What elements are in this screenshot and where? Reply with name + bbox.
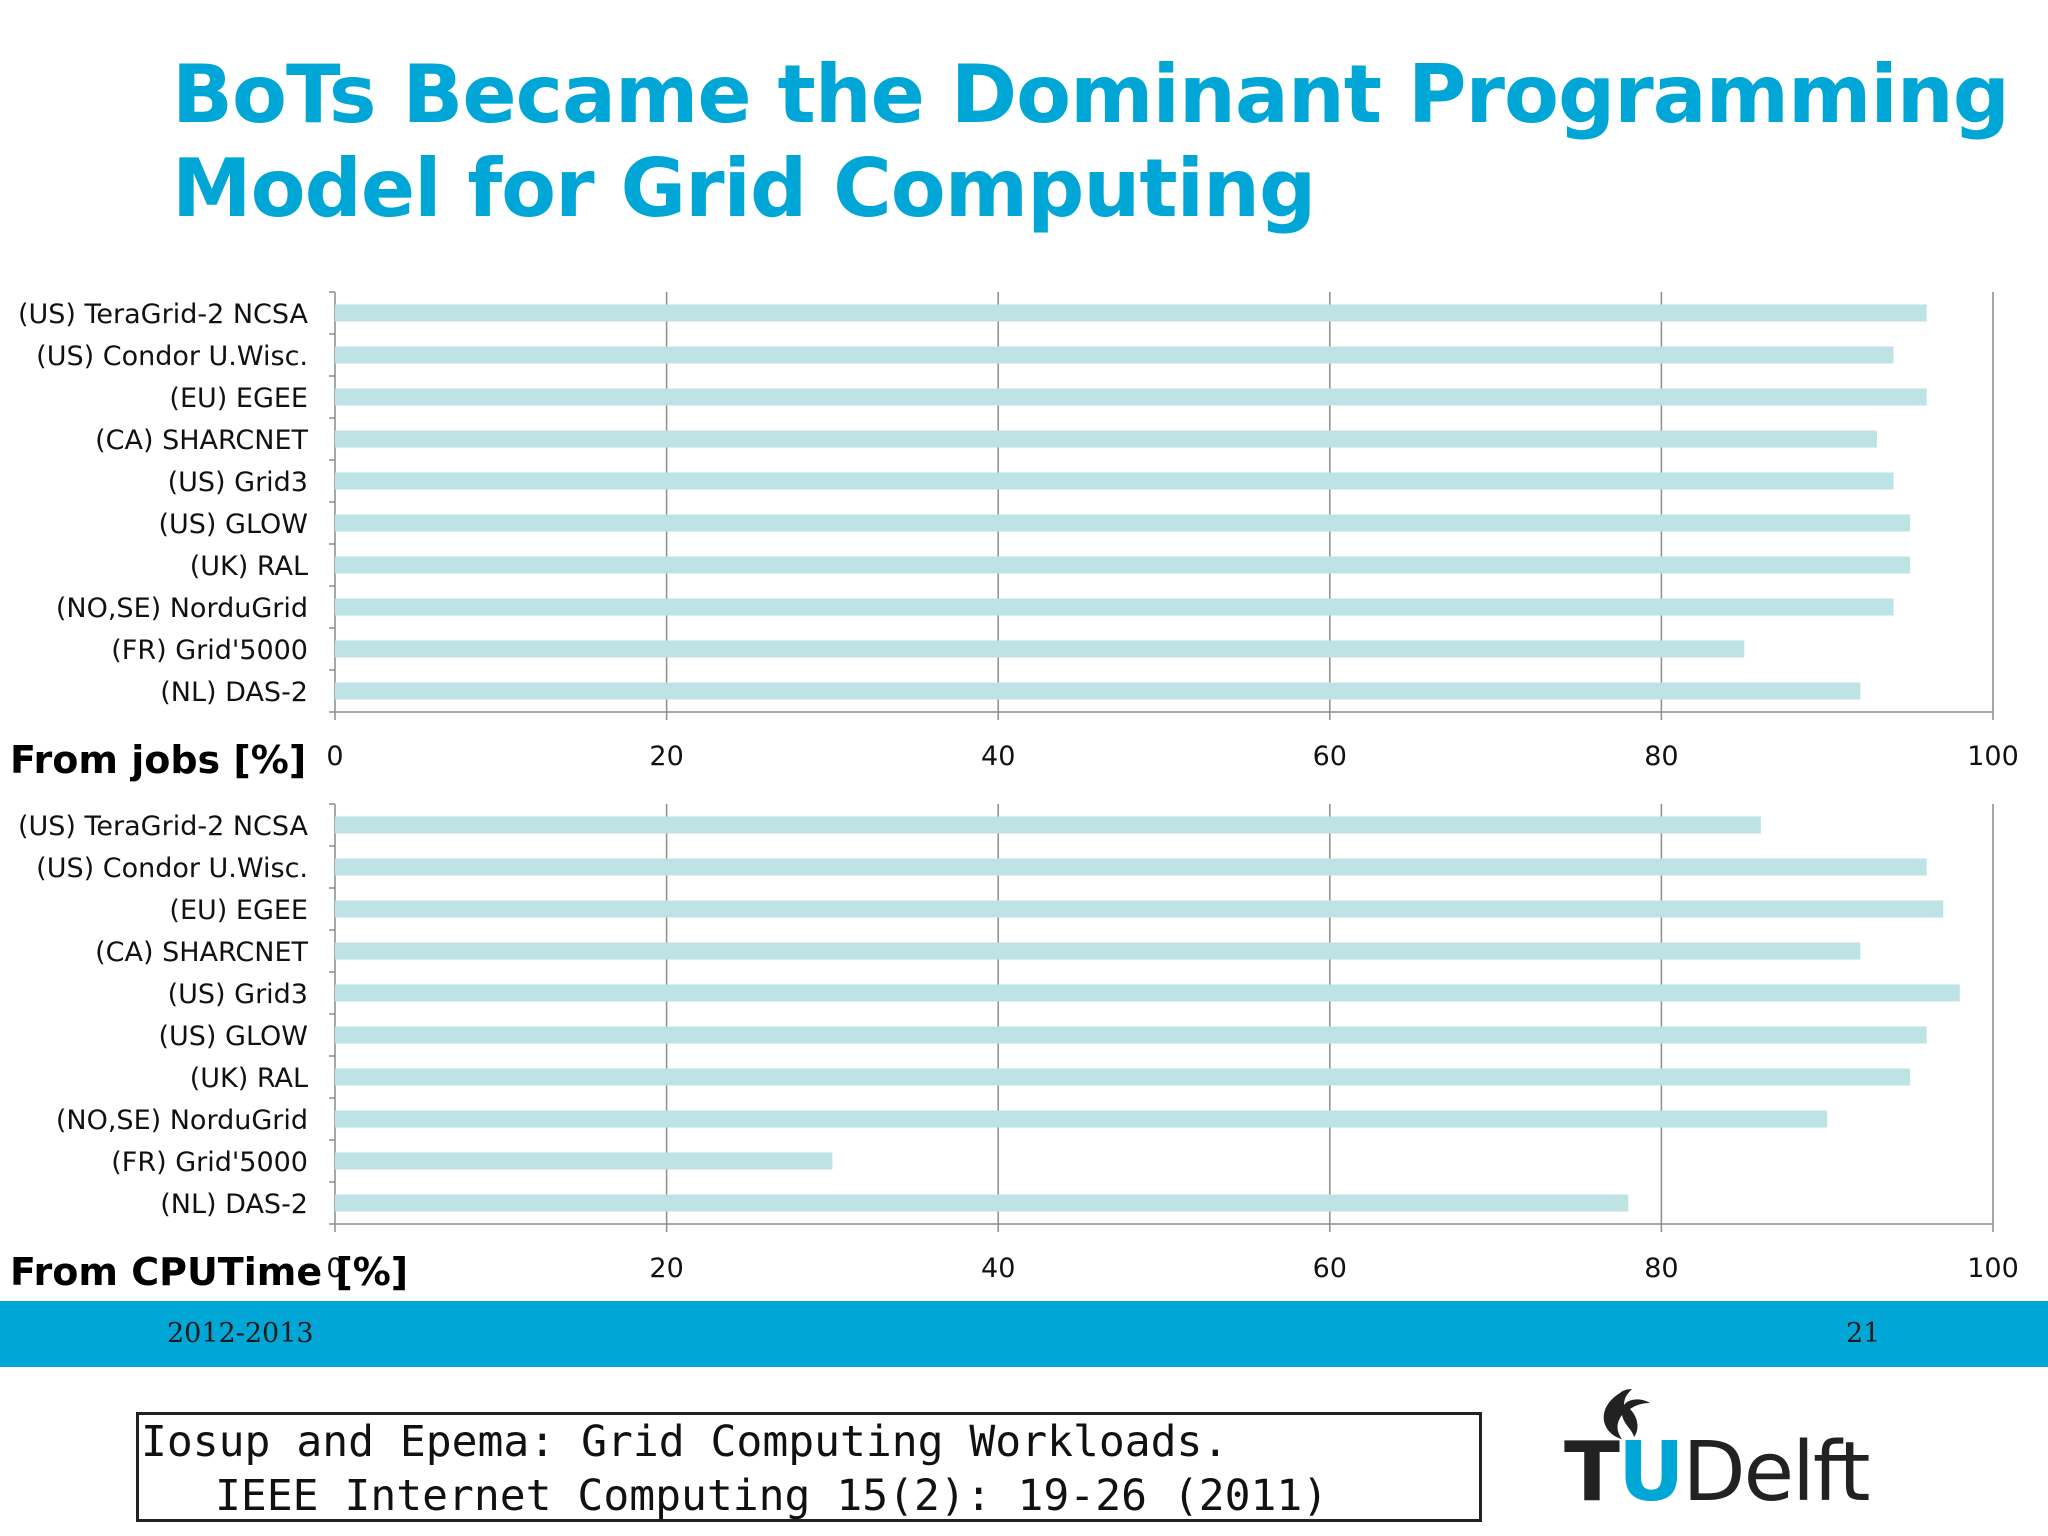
category-label-jobs-4: (US) Grid3 bbox=[168, 467, 308, 498]
x-tick-label-cputime-60: 60 bbox=[1313, 1253, 1347, 1284]
category-label-cputime-6: (UK) RAL bbox=[190, 1063, 308, 1094]
category-label-jobs-8: (FR) Grid'5000 bbox=[111, 635, 308, 666]
citation-line-2: IEEE Internet Computing 15(2): 19-26 (20… bbox=[215, 1471, 1329, 1521]
bar-jobs-6 bbox=[335, 556, 1911, 574]
tu-delft-logo: TUDelft bbox=[1560, 1385, 1890, 1520]
category-label-jobs-1: (US) Condor U.Wisc. bbox=[36, 341, 308, 372]
chart-jobs: 0 20 40 60 80 100 (US) TeraGrid-2 NCSA (US) Con… bbox=[18, 291, 2019, 772]
category-label-jobs-3: (CA) SHARCNET bbox=[95, 425, 308, 456]
bar-jobs-0 bbox=[335, 304, 1927, 322]
category-label-jobs-6: (UK) RAL bbox=[190, 551, 308, 582]
category-label-jobs-0: (US) TeraGrid-2 NCSA bbox=[18, 299, 309, 330]
logo-wordmark: TUDelft bbox=[1564, 1425, 1871, 1520]
bar-cputime-2 bbox=[335, 900, 1944, 918]
x-tick-label-jobs-80: 80 bbox=[1644, 741, 1678, 772]
bar-cputime-0 bbox=[335, 816, 1761, 834]
logo-letter-u: U bbox=[1617, 1425, 1685, 1520]
category-label-cputime-9: (NL) DAS-2 bbox=[160, 1189, 308, 1220]
category-label-jobs-5: (US) GLOW bbox=[158, 509, 308, 540]
citation-line-1: Iosup and Epema: Grid Computing Workload… bbox=[141, 1417, 1229, 1467]
bar-cputime-8 bbox=[335, 1152, 833, 1170]
category-label-cputime-4: (US) Grid3 bbox=[168, 979, 308, 1010]
category-label-cputime-0: (US) TeraGrid-2 NCSA bbox=[18, 811, 309, 842]
bar-cputime-1 bbox=[335, 858, 1927, 876]
category-label-cputime-8: (FR) Grid'5000 bbox=[111, 1147, 308, 1178]
citation-box: Iosup and Epema: Grid Computing Workload… bbox=[136, 1412, 1482, 1522]
category-label-cputime-3: (CA) SHARCNET bbox=[95, 937, 308, 968]
category-label-jobs-9: (NL) DAS-2 bbox=[160, 677, 308, 708]
x-tick-label-jobs-20: 20 bbox=[649, 741, 683, 772]
bar-cputime-7 bbox=[335, 1110, 1828, 1128]
bar-cputime-6 bbox=[335, 1068, 1911, 1086]
footer-year: 2012-2013 bbox=[167, 1318, 314, 1349]
x-tick-label-cputime-40: 40 bbox=[981, 1253, 1015, 1284]
category-label-cputime-1: (US) Condor U.Wisc. bbox=[36, 853, 308, 884]
category-label-cputime-7: (NO,SE) NorduGrid bbox=[56, 1105, 308, 1136]
x-tick-label-cputime-80: 80 bbox=[1644, 1253, 1678, 1284]
bar-jobs-8 bbox=[335, 640, 1745, 658]
x-tick-label-jobs-0: 0 bbox=[326, 741, 343, 772]
x-tick-label-jobs-100: 100 bbox=[1967, 741, 2019, 772]
slide-title: BoTs Became the Dominant Programming Mod… bbox=[172, 48, 2010, 236]
chart-jobs-label: From jobs [%] bbox=[10, 738, 307, 782]
bar-jobs-4 bbox=[335, 472, 1894, 490]
slide-title-line-1: BoTs Became the Dominant Programming bbox=[172, 48, 2010, 141]
bar-cputime-9 bbox=[335, 1194, 1629, 1212]
chart-cputime-label: From CPUTime [%] bbox=[10, 1250, 409, 1294]
bar-jobs-5 bbox=[335, 514, 1911, 532]
slide-number: 21 bbox=[1846, 1318, 1881, 1349]
bar-jobs-3 bbox=[335, 430, 1877, 448]
bar-charts: 0 20 40 60 80 100 (US) TeraGrid-2 NCSA (US) Con… bbox=[18, 291, 2019, 1284]
footer-bar bbox=[0, 1301, 2048, 1367]
x-tick-label-cputime-0: 0 bbox=[326, 1253, 343, 1284]
category-label-cputime-2: (EU) EGEE bbox=[169, 895, 308, 926]
x-tick-label-cputime-20: 20 bbox=[649, 1253, 683, 1284]
bar-jobs-2 bbox=[335, 388, 1927, 406]
slide-title-line-2: Model for Grid Computing bbox=[172, 142, 1316, 235]
flame-icon bbox=[1603, 1389, 1650, 1439]
logo-letter-t: T bbox=[1564, 1425, 1620, 1520]
x-tick-label-cputime-100: 100 bbox=[1967, 1253, 2019, 1284]
category-label-jobs-7: (NO,SE) NorduGrid bbox=[56, 593, 308, 624]
bar-cputime-5 bbox=[335, 1026, 1927, 1044]
bar-jobs-7 bbox=[335, 598, 1894, 616]
chart-cputime: 0 20 40 60 80 100 (US) TeraGrid-2 NCSA (US) Con… bbox=[18, 803, 2019, 1284]
bar-jobs-1 bbox=[335, 346, 1894, 364]
category-label-cputime-5: (US) GLOW bbox=[158, 1021, 308, 1052]
logo-delft: Delft bbox=[1682, 1425, 1871, 1520]
x-tick-label-jobs-60: 60 bbox=[1313, 741, 1347, 772]
bar-cputime-3 bbox=[335, 942, 1861, 960]
x-tick-label-jobs-40: 40 bbox=[981, 741, 1015, 772]
category-label-jobs-2: (EU) EGEE bbox=[169, 383, 308, 414]
bar-jobs-9 bbox=[335, 682, 1861, 700]
bar-cputime-4 bbox=[335, 984, 1960, 1002]
